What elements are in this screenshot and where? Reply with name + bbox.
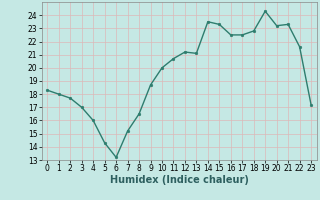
X-axis label: Humidex (Indice chaleur): Humidex (Indice chaleur) [110,175,249,185]
